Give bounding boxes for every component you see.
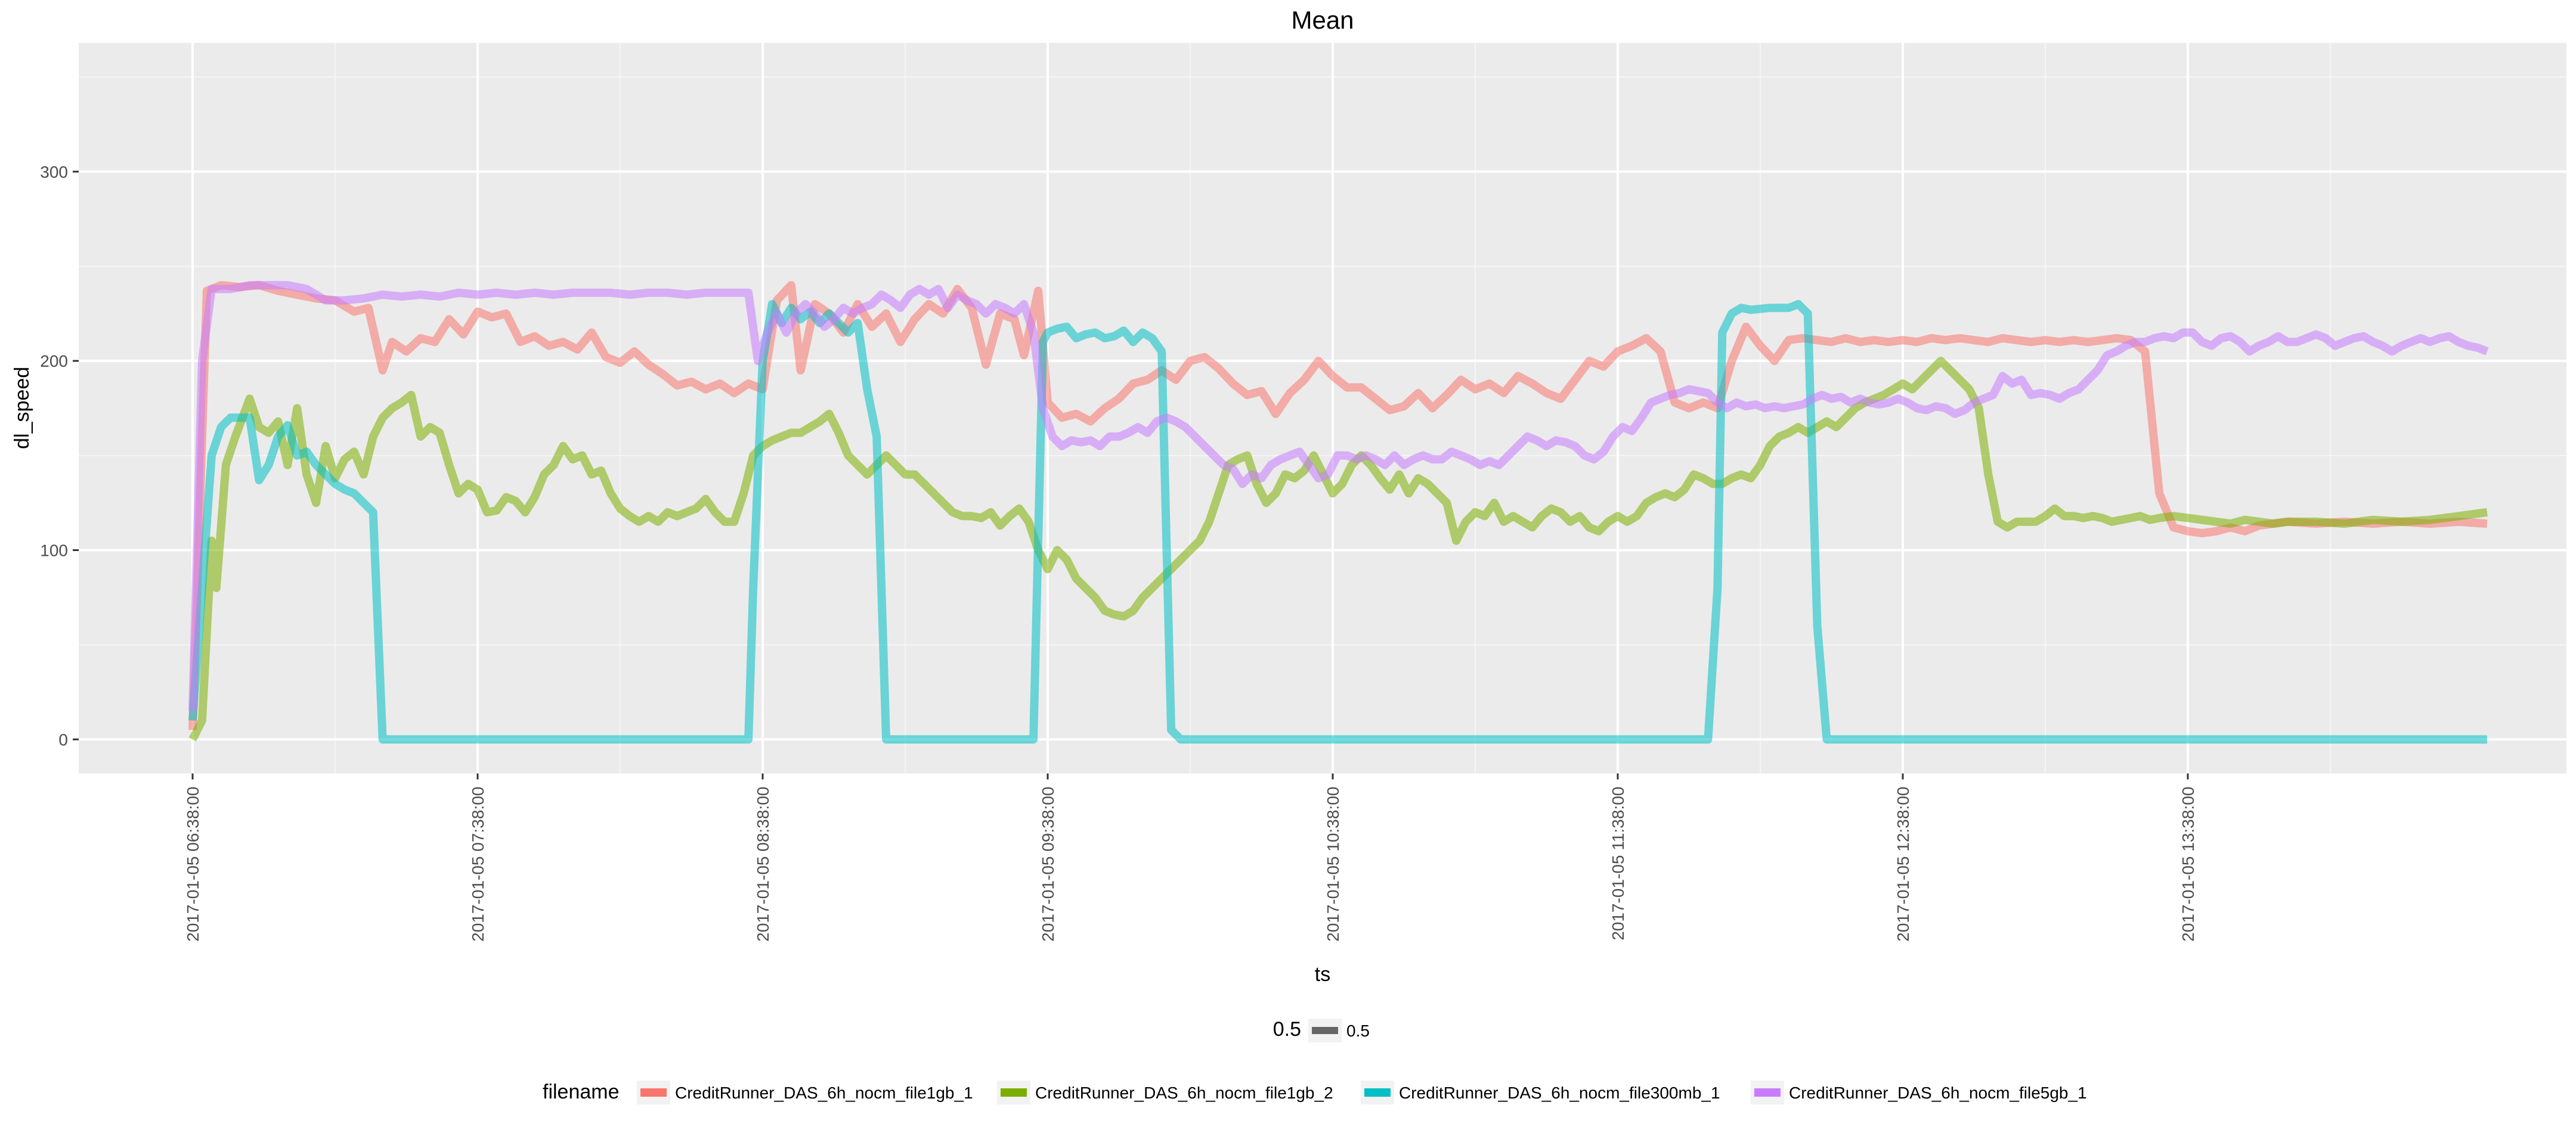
series-line-4 bbox=[188, 281, 2489, 711]
x-axis: 2017-01-05 06:38:00 2017-01-05 07:38:00 20… bbox=[184, 773, 2197, 942]
x-tick-label: 2017-01-05 09:38:00 bbox=[1039, 787, 1057, 942]
series-line-2 bbox=[188, 357, 2488, 742]
series-line-1 bbox=[188, 281, 2488, 731]
legend-item-2: CreditRunner_DAS_6h_nocm_file1gb_2 bbox=[997, 1081, 1333, 1104]
y-tick-label: 0 bbox=[58, 731, 68, 749]
y-tick-label: 100 bbox=[40, 541, 68, 560]
x-axis-title: ts bbox=[1315, 963, 1330, 986]
legend-label: CreditRunner_DAS_6h_nocm_file300mb_1 bbox=[1399, 1084, 1720, 1102]
x-tick-label: 2017-01-05 06:38:00 bbox=[184, 787, 202, 942]
legend-label: CreditRunner_DAS_6h_nocm_file1gb_1 bbox=[675, 1084, 973, 1102]
x-tick-label: 2017-01-05 12:38:00 bbox=[1894, 787, 1912, 942]
size-legend: 0.5 0.5 bbox=[1273, 1018, 1370, 1042]
x-tick-label: 2017-01-05 13:38:00 bbox=[2179, 787, 2197, 942]
color-legend: filename CreditRunner_DAS_6h_nocm_file1g… bbox=[543, 1081, 2087, 1104]
color-legend-title: filename bbox=[543, 1081, 620, 1103]
y-tick-label: 200 bbox=[40, 352, 68, 370]
chart-title: Mean bbox=[1291, 6, 1354, 34]
legend-label: CreditRunner_DAS_6h_nocm_file1gb_2 bbox=[1035, 1084, 1333, 1102]
x-tick-label: 2017-01-05 11:38:00 bbox=[1609, 787, 1627, 940]
x-tick-label: 2017-01-05 08:38:00 bbox=[754, 787, 772, 942]
y-axis-title: dl_speed bbox=[11, 367, 33, 449]
size-legend-label: 0.5 bbox=[1346, 1022, 1370, 1040]
series-lines bbox=[188, 281, 2489, 744]
legend-item-3: CreditRunner_DAS_6h_nocm_file300mb_1 bbox=[1361, 1081, 1720, 1104]
legend-label: CreditRunner_DAS_6h_nocm_file5gb_1 bbox=[1789, 1084, 2087, 1102]
legend-item-4: CreditRunner_DAS_6h_nocm_file5gb_1 bbox=[1751, 1081, 2087, 1104]
series-line-3 bbox=[188, 300, 2487, 744]
x-tick-label: 2017-01-05 07:38:00 bbox=[469, 787, 487, 942]
x-tick-label: 2017-01-05 10:38:00 bbox=[1324, 787, 1342, 942]
size-legend-title: 0.5 bbox=[1273, 1018, 1301, 1041]
legend-item-1: CreditRunner_DAS_6h_nocm_file1gb_1 bbox=[637, 1081, 973, 1104]
plot-background bbox=[79, 43, 2566, 773]
minor-gridlines bbox=[79, 43, 2566, 773]
y-tick-label: 300 bbox=[40, 163, 68, 181]
y-axis: 0 100 200 300 bbox=[40, 163, 79, 749]
